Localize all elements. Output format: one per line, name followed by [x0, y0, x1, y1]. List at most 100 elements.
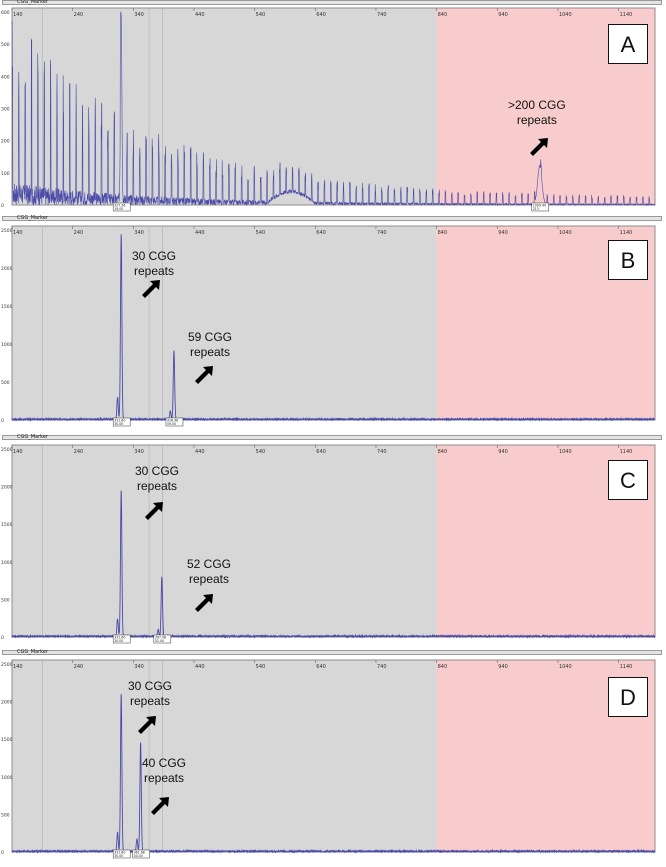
- y-tick-label: 0: [1, 850, 4, 856]
- pointer-arrow-icon: [138, 716, 156, 734]
- x-tick-label: 1140: [620, 449, 633, 455]
- x-tick-label: 340: [134, 230, 144, 236]
- peak-label-box: [132, 849, 150, 859]
- y-tick-label: 1500: [1, 522, 13, 528]
- x-tick-label: 940: [498, 230, 508, 236]
- y-tick-label: 1000: [1, 775, 13, 781]
- peak-label-text: 1009.44: [533, 204, 546, 208]
- peak-label-text: 327.36: [114, 204, 125, 208]
- x-tick-label: 240: [74, 12, 84, 18]
- pointer-arrow-icon: [145, 502, 163, 520]
- peak-label-text: 213: [533, 207, 539, 211]
- x-tick-label: 1040: [559, 449, 572, 455]
- y-tick-label: 1500: [1, 737, 13, 743]
- panel-header: CGG_Marker: [2, 649, 662, 655]
- pointer-arrow-icon: [142, 280, 160, 298]
- y-tick-label: 300: [1, 107, 10, 113]
- y-tick-label: 500: [1, 380, 10, 386]
- x-tick-label: 940: [498, 449, 508, 455]
- marker-label: CGG_Marker: [17, 215, 49, 221]
- x-tick-label: 840: [438, 230, 448, 236]
- shaded-region-gray: [12, 445, 437, 637]
- peak-label-text: 331.60: [114, 419, 125, 423]
- x-tick-label: 440: [195, 230, 205, 236]
- plot-area: 140 240 340 440 540 640 740 840 940 1040 1140 0 500 1…: [1, 659, 656, 859]
- y-tick-label: 600: [1, 10, 10, 16]
- x-tick-label: 540: [256, 449, 266, 455]
- x-tick-label: 140: [13, 449, 23, 455]
- x-tick-label: 140: [13, 664, 23, 670]
- y-tick-label: 1000: [1, 560, 13, 566]
- panel-letter-label: B: [608, 240, 648, 280]
- x-tick-label: 640: [316, 449, 326, 455]
- peak-label-text: 331.60: [114, 851, 125, 855]
- y-tick-label: 2000: [1, 266, 13, 272]
- x-tick-label: 640: [316, 664, 326, 670]
- peak-label-text: 30.00: [114, 639, 123, 643]
- panel-header: CGG_Marker: [2, 434, 662, 440]
- peak-label-text: 418.48: [167, 419, 178, 423]
- y-tick-label: 400: [1, 74, 10, 80]
- repeat-annotation: 30 CGG repeats: [132, 249, 177, 278]
- peak-label-box: [531, 202, 549, 212]
- marker-label: CGG_Marker: [17, 434, 49, 440]
- panel-header: CGG_Marker: [2, 0, 662, 5]
- x-tick-label: 240: [74, 664, 84, 670]
- x-tick-label: 840: [438, 664, 448, 670]
- y-tick-label: 1500: [1, 304, 13, 310]
- x-tick-label: 640: [316, 12, 326, 18]
- peak-label-box: [112, 417, 131, 427]
- shaded-region-gray: [12, 226, 437, 420]
- panel-letter-label: A: [608, 24, 648, 64]
- x-tick-label: 540: [256, 12, 266, 18]
- y-tick-label: 2000: [1, 485, 13, 491]
- peak-label-text: 59.00: [167, 422, 176, 426]
- shaded-region-gray: [12, 660, 437, 852]
- trace-line: [11, 490, 656, 639]
- x-tick-label: 1040: [559, 12, 572, 18]
- y-tick-label: 100: [1, 171, 10, 177]
- peak-label-box: [112, 202, 131, 212]
- repeat-annotation: >200 CGG repeats: [508, 98, 566, 127]
- peak-label-text: 361.68: [134, 851, 145, 855]
- x-tick-label: 240: [74, 230, 84, 236]
- y-tick-label: 200: [1, 139, 10, 145]
- panel-letter-label: C: [608, 460, 648, 500]
- peak-label-text: 52.00: [155, 639, 164, 643]
- pointer-arrow-icon: [195, 594, 213, 612]
- x-tick-label: 740: [377, 449, 387, 455]
- repeat-annotation: 30 CGG repeats: [128, 679, 173, 708]
- peak-label-text: 397.48: [155, 636, 166, 640]
- trace-line: [11, 694, 656, 854]
- x-tick-label: 940: [498, 12, 508, 18]
- y-tick-label: 500: [1, 597, 10, 603]
- x-tick-label: 740: [377, 664, 387, 670]
- peak-label-text: 30.00: [114, 854, 123, 858]
- repeat-annotation: 30 CGG repeats: [135, 464, 180, 493]
- peak-label-box: [165, 417, 184, 427]
- peak-label-text: 331.60: [114, 636, 125, 640]
- x-tick-label: 940: [498, 664, 508, 670]
- x-tick-label: 140: [13, 230, 23, 236]
- y-tick-label: 2500: [1, 662, 13, 668]
- x-tick-label: 1140: [620, 230, 633, 236]
- peak-label-text: 40.00: [134, 854, 143, 858]
- panel-letter-label: D: [608, 677, 648, 717]
- panel-header: CGG_Marker: [2, 215, 662, 221]
- x-tick-label: 240: [74, 449, 84, 455]
- x-tick-label: 140: [13, 12, 23, 18]
- y-tick-label: 500: [1, 812, 10, 818]
- trace-line: [11, 234, 656, 422]
- x-tick-label: 1040: [559, 664, 572, 670]
- y-tick-label: 0: [1, 418, 4, 424]
- x-tick-label: 340: [134, 664, 144, 670]
- x-tick-label: 1140: [620, 664, 633, 670]
- y-tick-label: 0: [1, 203, 4, 209]
- y-tick-label: 2500: [1, 228, 13, 234]
- repeat-annotation: 59 CGG repeats: [188, 330, 233, 359]
- x-tick-label: 840: [438, 12, 448, 18]
- y-tick-label: 2000: [1, 700, 13, 706]
- pointer-arrow-icon: [151, 797, 169, 815]
- x-tick-label: 1140: [620, 12, 633, 18]
- repeat-annotation: 52 CGG repeats: [187, 557, 232, 586]
